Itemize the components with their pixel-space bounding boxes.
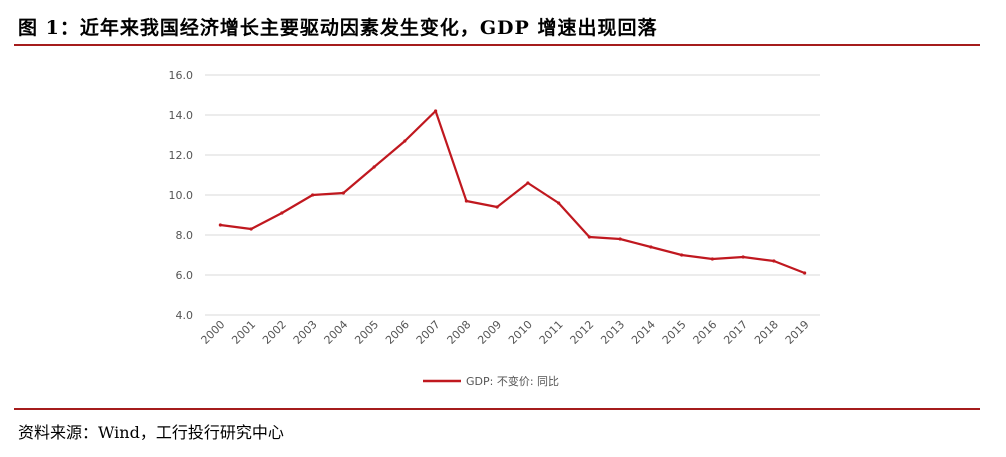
data-point [710, 257, 714, 261]
x-tick-label: 2018 [752, 318, 781, 347]
y-tick-label: 4.0 [176, 309, 194, 322]
data-point [434, 109, 438, 113]
data-point [249, 227, 253, 231]
source-note: 资料来源：Wind，工行投行研究中心 [18, 423, 284, 442]
x-tick-label: 2000 [199, 318, 228, 347]
x-tick-label: 2014 [629, 318, 658, 347]
series-lines [218, 109, 807, 275]
data-point [280, 211, 284, 215]
x-tick-label: 2006 [383, 318, 412, 347]
x-tick-label: 2011 [537, 318, 566, 347]
x-tick-label: 2008 [445, 318, 474, 347]
x-tick-label: 2013 [598, 318, 627, 347]
x-axis: 2000 2001 2002 2003 2004 2005 2006 2007 2008 2009… [199, 318, 812, 347]
y-tick-label: 14.0 [169, 109, 194, 122]
data-point [618, 237, 622, 241]
y-tick-label: 16.0 [169, 69, 194, 82]
data-point [772, 259, 776, 263]
x-tick-label: 2003 [291, 318, 320, 347]
data-point [803, 271, 807, 275]
y-tick-label: 6.0 [176, 269, 194, 282]
y-tick-label: 10.0 [169, 189, 194, 202]
data-point [311, 193, 315, 197]
data-point [526, 181, 530, 185]
bottom-divider [14, 408, 980, 410]
data-point [372, 165, 376, 169]
data-point [587, 235, 591, 239]
x-tick-label: 2010 [506, 318, 535, 347]
legend: GDP: 不变价: 同比 [423, 374, 559, 388]
data-point [557, 201, 561, 205]
top-divider [14, 44, 980, 46]
y-tick-label: 8.0 [176, 229, 194, 242]
data-point [218, 223, 222, 227]
x-tick-label: 2017 [721, 318, 750, 347]
x-tick-label: 2012 [568, 318, 597, 347]
y-tick-label: 12.0 [169, 149, 194, 162]
x-tick-label: 2015 [660, 318, 689, 347]
x-tick-label: 2002 [260, 318, 289, 347]
series-line-gdp [220, 109, 806, 275]
data-point [341, 191, 345, 195]
legend-label: GDP: 不变价: 同比 [466, 374, 559, 388]
x-tick-label: 2005 [352, 318, 381, 347]
x-tick-label: 2019 [783, 318, 812, 347]
data-point [680, 253, 684, 257]
data-point [464, 199, 468, 203]
data-point [495, 205, 499, 209]
x-tick-label: 2016 [691, 318, 720, 347]
data-point [741, 255, 745, 259]
data-point [403, 139, 407, 143]
x-tick-label: 2007 [414, 318, 443, 347]
figure-title: 图 1：近年来我国经济增长主要驱动因素发生变化，GDP 增速出现回落 [18, 17, 658, 39]
data-point [649, 245, 653, 249]
y-axis: 4.0 6.0 8.0 10.0 12.0 14.0 16.0 [169, 69, 194, 322]
x-tick-label: 2001 [229, 318, 258, 347]
x-tick-label: 2004 [322, 318, 351, 347]
x-tick-label: 2009 [475, 318, 504, 347]
